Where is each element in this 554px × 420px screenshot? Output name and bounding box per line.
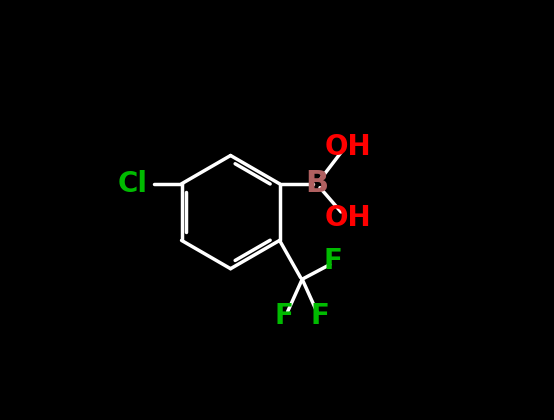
- Text: F: F: [275, 302, 294, 331]
- Text: Cl: Cl: [117, 170, 147, 198]
- Text: F: F: [311, 302, 330, 331]
- Text: F: F: [324, 247, 342, 276]
- Text: OH: OH: [324, 204, 371, 232]
- Text: B: B: [305, 169, 329, 198]
- Text: OH: OH: [324, 133, 371, 160]
